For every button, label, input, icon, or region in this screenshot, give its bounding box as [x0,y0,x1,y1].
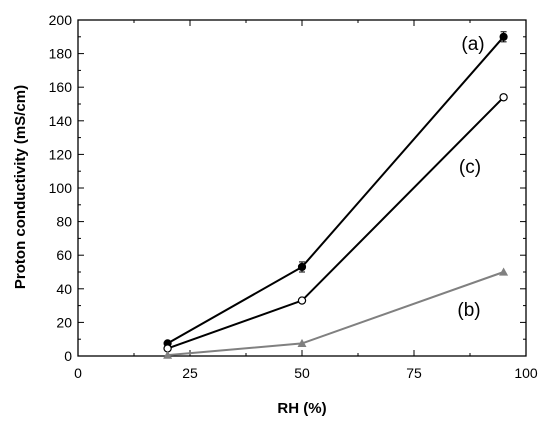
series-label: (a) [461,34,484,55]
x-tick-label: 50 [294,365,310,381]
data-point [499,93,508,102]
data-point [499,32,508,41]
data-point [297,296,307,305]
series-layer [163,31,509,359]
data-point [163,350,173,359]
y-tick-label: 160 [49,79,73,95]
y-tick-label: 200 [49,12,73,28]
y-axis-title: Proton conductivity (mS/cm) [12,85,29,289]
x-axis-title: RH (%) [277,400,326,417]
data-point [499,267,509,276]
y-tick-label: 60 [56,247,72,263]
x-tick-label: 25 [182,365,198,381]
x-axis: 0 25 50 75 100 [74,20,538,381]
x-tick-label: 75 [406,365,422,381]
series-line-a [167,36,505,345]
y-tick-label: 80 [56,214,72,230]
data-point [297,338,307,347]
y-tick-label: 140 [49,113,73,129]
series-label: (b) [457,300,480,321]
y-tick-label: 40 [56,281,72,297]
data-point [297,262,307,272]
y-tick-label: 180 [49,46,73,62]
series-line-c [167,96,505,350]
y-axis: 0 20 40 60 80 100 120 140 160 180 200 [49,12,526,364]
y-tick-label: 120 [49,146,73,162]
y-tick-label: 100 [49,180,73,196]
x-tick-label: 0 [74,365,82,381]
x-tick-label: 100 [514,365,538,381]
y-tick-label: 20 [56,314,72,330]
series-line-b [167,271,504,357]
series-label: (c) [459,157,481,178]
annotations: (a) (c) (b) [457,34,484,321]
y-tick-label: 0 [64,348,72,364]
